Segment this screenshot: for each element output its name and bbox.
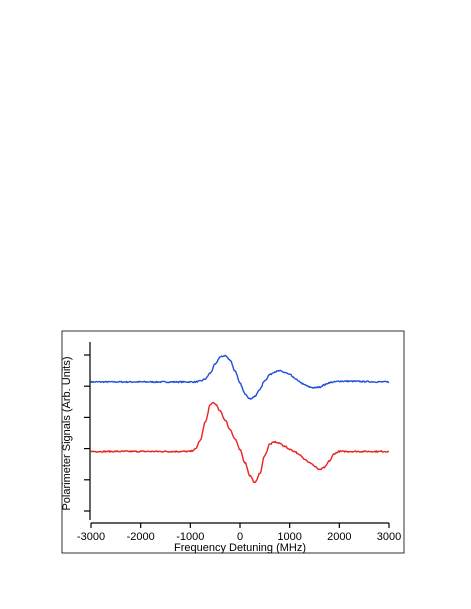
x-tick-label: 2000 [327, 531, 351, 543]
x-axis: -3000 -2000 -1000 0 1000 2000 3000 [77, 522, 401, 543]
x-tick-label: -2000 [127, 531, 155, 543]
x-tick-label: -3000 [77, 531, 105, 543]
series-line-blue [90, 354, 390, 400]
series-line-red [90, 401, 390, 484]
y-axis [84, 342, 91, 520]
y-axis-title: Polarimeter Signals (Arb. Units) [61, 356, 73, 510]
x-tick-label: 0 [237, 531, 243, 543]
x-axis-title: Frequency Detuning (MHz) [174, 542, 306, 554]
x-tick-label: -1000 [176, 531, 204, 543]
series-layer [90, 354, 390, 484]
x-tick-label: 3000 [377, 531, 401, 543]
x-tick-label: 1000 [277, 531, 301, 543]
plot-frame [61, 330, 405, 554]
